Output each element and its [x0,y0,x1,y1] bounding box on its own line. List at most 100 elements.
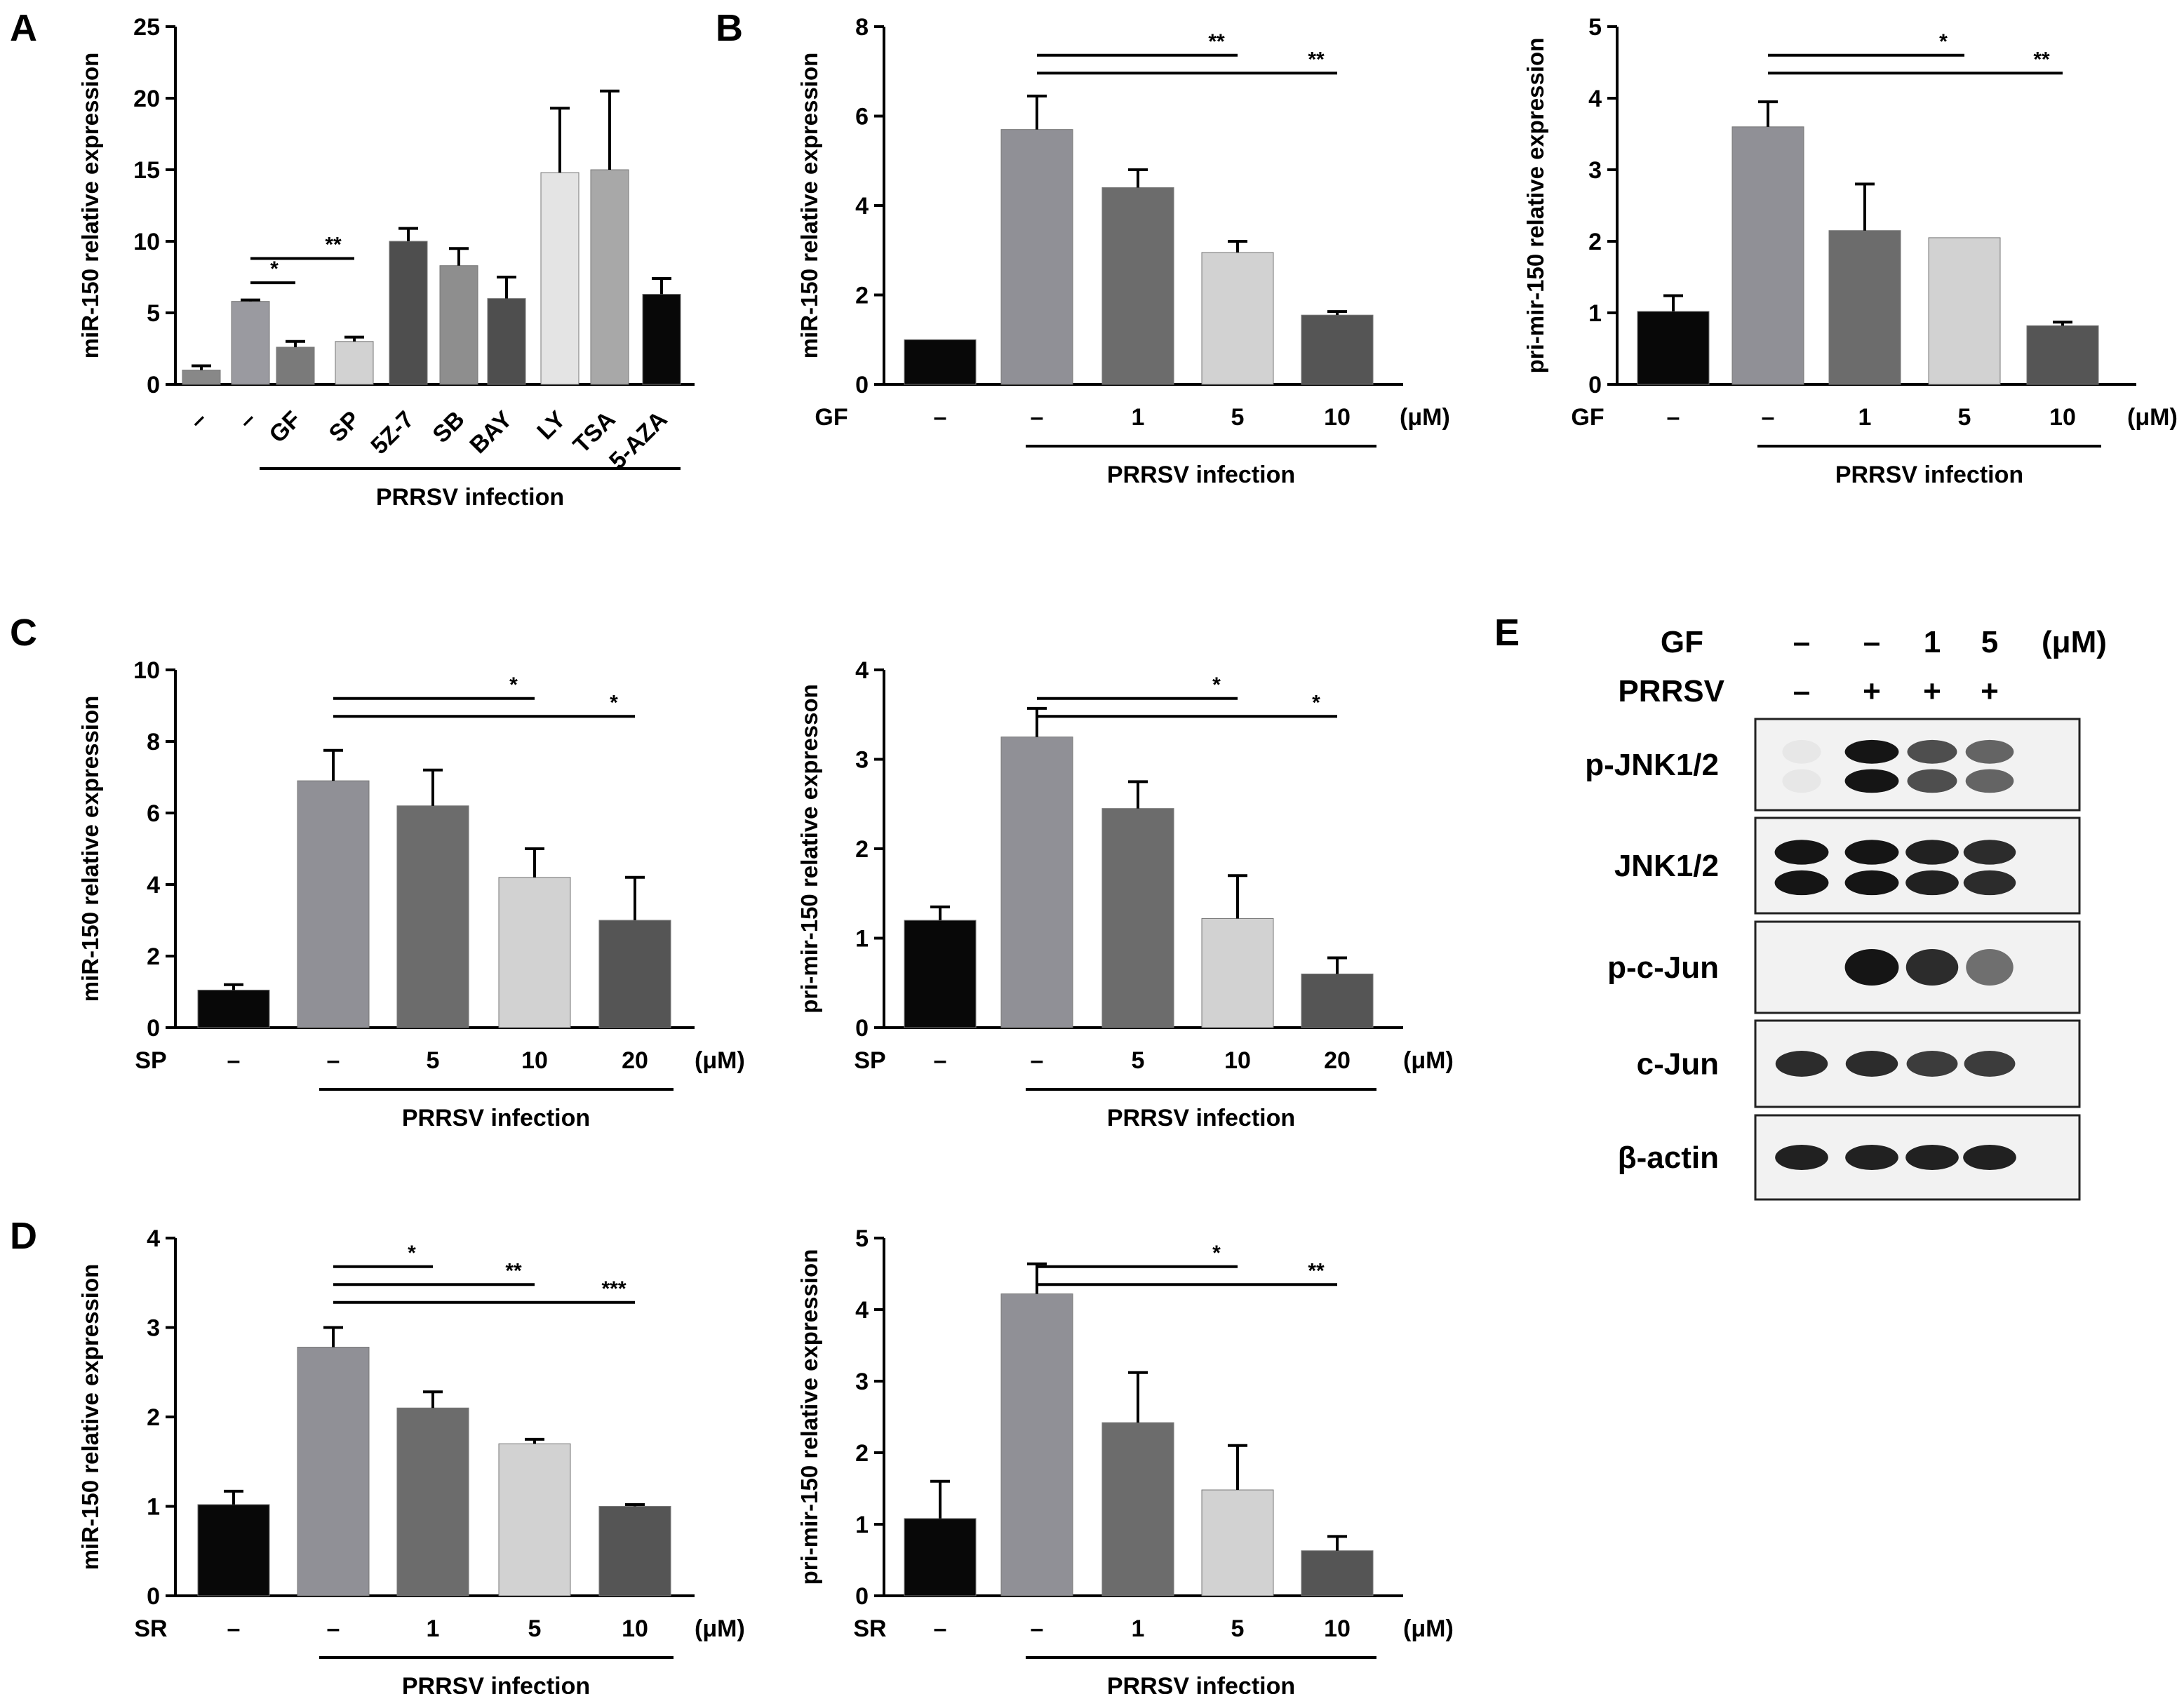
blot-band [1905,870,1959,896]
chart-panel-d-mir150: 0 1 2 3 4 miR-150 relative expression – – 1 5 10 SR… [77,1225,745,1694]
x-category-label: 5 [1231,404,1245,431]
blot-strip [1754,816,2081,915]
x-category-label: 20 [1324,1047,1351,1074]
x-category-label: 1 [427,1615,440,1642]
bar [1201,917,1274,1028]
y-tick-label: 2 [855,836,869,863]
x-category-label: – [1762,404,1775,431]
bar [1928,237,2001,385]
x-category-label: 10 [622,1615,648,1642]
western-blot-panel-e: GF PRRSV – – 1 5 (μM) – + + + p-JNK1/2 JNK1/2 p-c-Jun… [1585,625,2107,1201]
bar [197,989,270,1028]
y-tick-label: 5 [855,1225,869,1252]
x-category-label: 5 [1132,1047,1145,1074]
blot-band [1844,840,1899,865]
y-tick-label: 3 [855,1369,869,1395]
unit-label: (μM) [1400,404,1450,431]
y-tick-label: 10 [133,657,160,684]
y-tick-label: 0 [147,1015,160,1042]
bar [297,1347,370,1596]
x-category-label: 5 [427,1047,440,1074]
significance-marker: * [610,691,618,714]
y-tick-label: 2 [1588,229,1602,255]
x-category-label: 10 [1324,1615,1351,1642]
bar [904,1518,977,1596]
y-tick-label: 0 [147,1583,160,1610]
significance-marker: * [509,673,518,697]
x-category-label: 1 [1132,1615,1145,1642]
y-tick-label: 2 [855,283,869,309]
infection-label: PRRSV infection [1107,1673,1295,1694]
prrsv-lane-value: – [1793,674,1810,708]
x-category-label: 10 [1224,1047,1251,1074]
unit-label: (μM) [695,1615,745,1642]
y-tick-label: 0 [855,1015,869,1042]
blot-band [1905,1145,1959,1170]
y-tick-label: 15 [133,157,160,184]
chart-panel-d-primir150: 0 1 2 3 4 5 pri-mir-150 relative expression – – 1… [796,1225,1454,1694]
bar [276,347,315,385]
y-axis-title: miR-150 relative expression [796,53,822,359]
bar [598,1506,671,1596]
panel-letter-c: C [10,612,37,654]
bar [2026,325,2099,385]
infection-label: PRRSV infection [402,1673,590,1694]
bar [335,341,374,385]
x-category-label: – [327,1615,340,1642]
bar [904,920,977,1028]
gf-row-label: GF [1661,625,1703,659]
x-category-label: – [227,1047,241,1074]
gf-lane-value: – [1793,625,1810,659]
significance-marker: * [1212,1242,1221,1265]
x-category-label: 10 [521,1047,548,1074]
blot-band [1774,840,1829,865]
treatment-label: GF [1571,404,1604,431]
significance-marker: ** [2033,48,2050,71]
blot-band [1845,1145,1898,1170]
blot-band [1964,1051,2016,1077]
bar [297,780,370,1028]
y-tick-label: 6 [855,104,869,130]
bar [439,265,478,385]
x-category-label: – [1667,404,1680,431]
prrsv-lane-value: + [1981,674,1999,708]
y-tick-label: 6 [147,800,160,827]
y-tick-label: 20 [133,86,160,112]
significance-marker: ** [1308,48,1325,71]
y-tick-label: 0 [1588,372,1602,398]
bar [1301,974,1374,1028]
treatment-label: SP [854,1047,885,1074]
y-axis-title: pri-mir-150 relative expresson [796,684,822,1014]
bar [1301,314,1374,385]
blot-band [1774,870,1829,896]
blot-band [1963,840,2016,865]
y-axis-title: miR-150 relative expression [77,53,103,359]
x-category-label: – [1031,1047,1044,1074]
blot-band [1782,769,1821,793]
blot-band [1782,739,1821,764]
significance-marker: * [1212,673,1221,697]
x-category-label: 1 [1858,404,1872,431]
bar [1301,1550,1374,1596]
panel-letter-a: A [10,7,37,49]
bar [1000,1293,1073,1596]
x-category-label: – [934,1047,947,1074]
blot-band-label: β-actin [1618,1141,1719,1175]
bar [396,805,469,1028]
blot-band-label: p-JNK1/2 [1585,748,1719,782]
blot-band [1905,840,1959,865]
unit-label: (μM) [1403,1047,1454,1074]
significance-marker: *** [601,1277,626,1300]
chart-panel-c-primir150: 0 1 2 3 4 pri-mir-150 relative expresson – – 5 10… [796,657,1454,1131]
x-category-label: – [934,404,947,431]
y-tick-label: 3 [147,1315,160,1342]
blot-band [1906,1051,1958,1077]
bar [1101,187,1174,385]
y-tick-label: 2 [147,943,160,970]
blot-band [1966,949,2014,986]
blot-band-label: c-Jun [1637,1047,1719,1082]
prrsv-row-label: PRRSV [1618,674,1724,708]
blot-band [1844,739,1899,764]
y-tick-label: 8 [147,729,160,755]
x-category-label: – [1031,404,1044,431]
